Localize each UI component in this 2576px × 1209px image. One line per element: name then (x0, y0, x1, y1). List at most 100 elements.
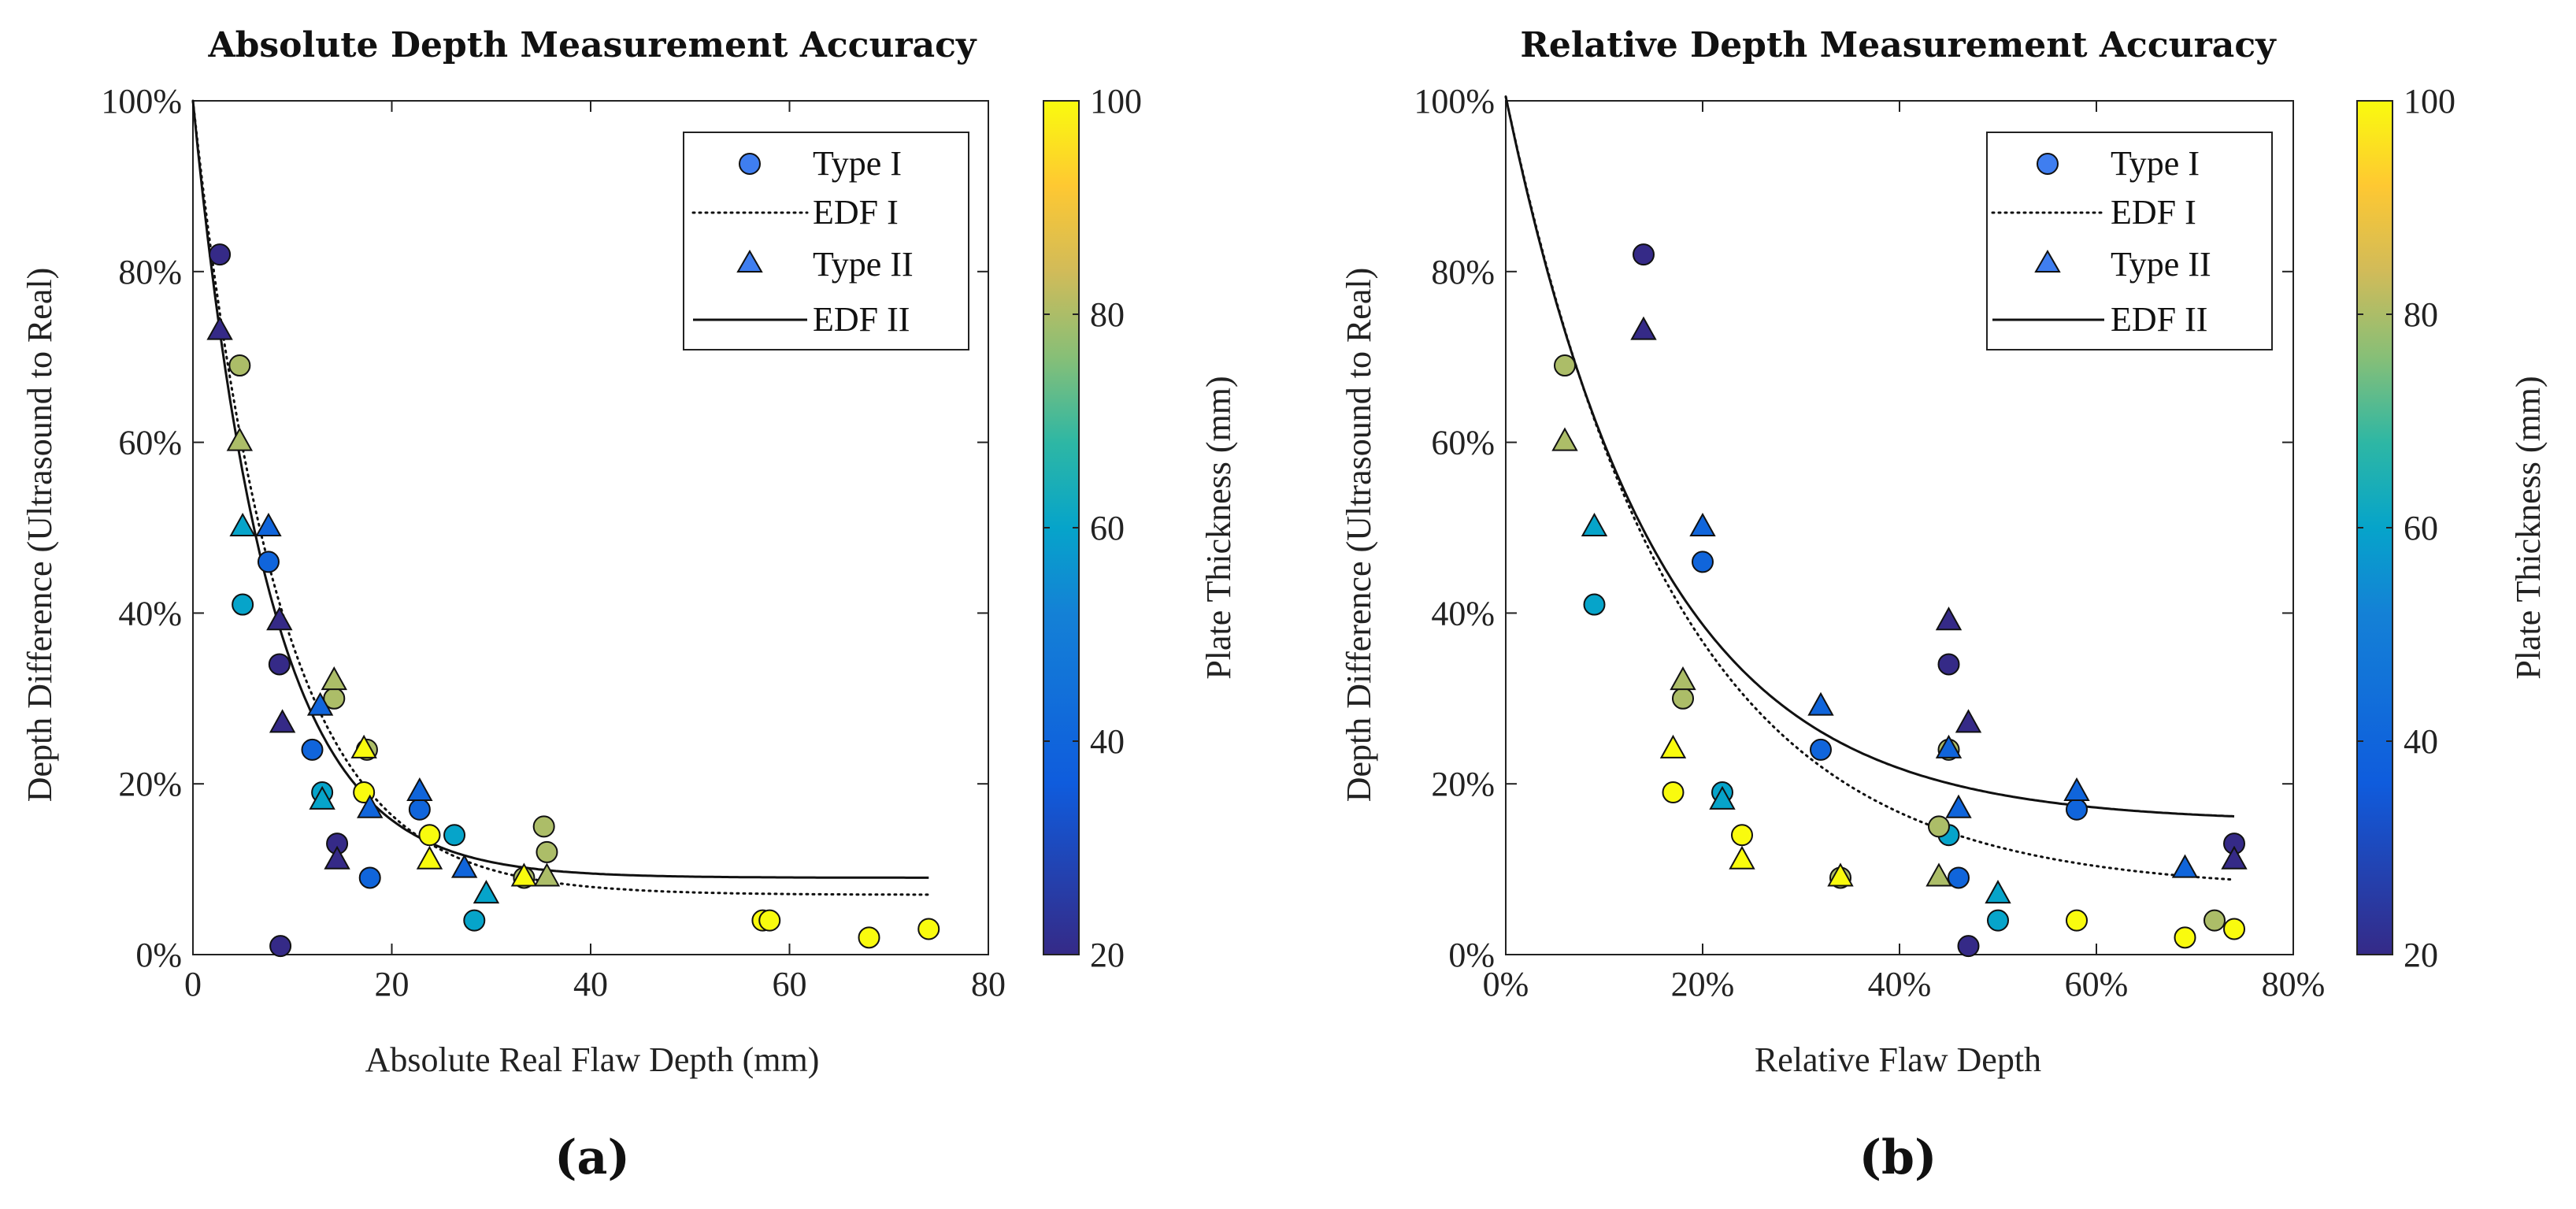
chart-a-title: Absolute Depth Measurement Accuracy (207, 25, 977, 65)
chart-a-point-type-ii (473, 880, 500, 904)
chart-b-point-type-i (1692, 551, 1714, 573)
chart-b-colorbar-label: Plate Thickness (mm) (2509, 376, 2548, 679)
chart-a-point-type-ii (229, 512, 256, 536)
chart-b-point-type-i (1937, 653, 1960, 676)
chart-a-point-type-i (443, 824, 466, 847)
chart-b-curve-edf-ii (1504, 96, 2235, 818)
chart-a-ytick-label: 0% (135, 936, 182, 974)
legend-b-type1-marker (2037, 153, 2059, 175)
chart-a-point-type-i (536, 840, 558, 863)
chart-a-point-type-i (209, 243, 232, 266)
chart-a-plot-area: 0 20 40 60 80 0% 20% 40% 60% 80% 100% (101, 82, 1006, 1003)
chart-a-point-type-ii (306, 692, 334, 716)
legend-b-type2-marker (2034, 249, 2061, 273)
chart-b-ytick-label: 40% (1431, 594, 1495, 632)
chart-b-legend: Type I EDF I Type II EDF II (1986, 132, 2273, 350)
chart-b-point-type-ii (1935, 734, 1963, 758)
chart-a-point-type-ii (266, 606, 293, 631)
chart-b-point-type-ii (1827, 862, 1854, 887)
chart-a-colorbar-label: Plate Thickness (mm) (1199, 376, 1238, 679)
chart-b-point-type-i (1672, 687, 1694, 710)
chart-b-colorbar-tick-label: 80 (2404, 295, 2438, 334)
chart-a-ylabel: Depth Difference (Ultrasound to Real) (20, 268, 59, 803)
chart-b-point-type-i (1731, 824, 1753, 847)
chart-a-ytick-label: 80% (118, 253, 182, 291)
chart-b-point-type-ii (2171, 854, 2199, 878)
chart-a-point-type-ii (309, 785, 335, 810)
chart-b-point-type-ii (1926, 862, 1952, 887)
chart-a-point-type-ii (510, 862, 538, 887)
chart-b-colorbar: 20 40 60 80 100 Plate Thickness (mm) (2356, 82, 2548, 974)
chart-a-point-type-ii (324, 845, 350, 870)
chart-b-xlabel: Relative Flaw Depth (1755, 1040, 2041, 1079)
chart-b-point-type-i (2203, 909, 2226, 932)
chart-a-point-type-i (917, 918, 940, 940)
legend-a-type1-marker (739, 153, 761, 175)
chart-b-point-type-i (1662, 781, 1685, 804)
chart-a-point-type-ii (321, 666, 347, 691)
chart-a-curve-edf-i (191, 99, 930, 896)
chart-a-point-type-ii (226, 427, 254, 451)
chart-b-point-type-i (1987, 909, 2009, 932)
chart-a-point-type-i (268, 653, 291, 676)
chart-a-point-type-i (858, 926, 880, 949)
chart-a-colorbar-tick-label: 60 (1090, 509, 1125, 547)
chart-a-colorbar-tick-label: 40 (1090, 722, 1125, 761)
chart-a-point-type-i (418, 824, 441, 847)
chart-a-point-type-ii (406, 777, 433, 802)
chart-b-point-type-i (1633, 243, 1655, 266)
chart-b-point-type-i (2066, 798, 2088, 821)
chart-b-point-type-ii (2221, 845, 2248, 870)
chart-a-point-type-i (232, 593, 254, 616)
legend-a-type1-label: Type I (813, 144, 902, 183)
chart-b-xtick-label: 80% (2262, 965, 2326, 1003)
chart-b-point-type-ii (1945, 794, 1972, 818)
legend-b-type2-label: Type II (2111, 245, 2211, 284)
chart-a-curve-edf-ii (191, 100, 929, 879)
chart-a-point-type-ii (450, 854, 478, 878)
legend-a-type2-marker (736, 249, 763, 273)
chart-a-point-type-ii (255, 512, 282, 536)
chart-b-point-type-i (1948, 866, 1970, 889)
chart-b-point-type-i (1810, 738, 1832, 761)
legend-b-edf2-label: EDF II (2111, 300, 2207, 339)
chart-a-xlabel: Absolute Real Flaw Depth (mm) (365, 1040, 820, 1079)
panel-a-label: (a) (554, 1130, 630, 1185)
legend-a-type2-label: Type II (813, 245, 914, 284)
chart-a-xtick-label: 60 (773, 965, 807, 1003)
chart-b-point-type-i (1957, 935, 1980, 958)
chart-b-point-type-ii (1630, 316, 1657, 340)
chart-a-point-type-i (358, 866, 381, 889)
chart-a-point-type-i (228, 354, 251, 377)
chart-b-curve-edf-i (1504, 95, 2236, 881)
chart-b-point-type-ii (2063, 777, 2090, 802)
chart-b-ylabel: Depth Difference (Ultrasound to Real) (1340, 268, 1378, 803)
chart-b-xtick-label: 60% (2065, 965, 2129, 1003)
chart-a-point-type-i (408, 798, 431, 821)
chart-b-point-type-ii (1659, 734, 1687, 758)
chart-b-point-type-i (2223, 918, 2245, 940)
chart-a-xtick-label: 80 (971, 965, 1006, 1003)
chart-a-point-type-i (463, 909, 486, 932)
chart-b-colorbar-tick-label: 40 (2404, 722, 2438, 761)
chart-b-colorbar-tick-label: 60 (2404, 509, 2438, 547)
legend-b-type1-label: Type I (2111, 144, 2200, 183)
chart-a-xtick-label: 0 (184, 965, 202, 1003)
chart-b-point-type-i (1928, 815, 1950, 838)
chart-a-ytick-label: 40% (118, 594, 182, 632)
chart-a-xtick-label: 20 (375, 965, 410, 1003)
chart-a-colorbar-tick-label: 80 (1090, 295, 1125, 334)
chart-b-point-type-i (1554, 354, 1576, 377)
chart-b-colorbar-tick-label: 20 (2404, 936, 2438, 974)
chart-panel-a: Absolute Depth Measurement Accuracy 0 20 4… (20, 25, 1238, 1185)
chart-a-point-type-i (301, 738, 324, 761)
chart-b-plot-area: 0% 20% 40% 60% 80% 0% 20% 40% 60% 80% 100% (1414, 82, 2325, 1003)
chart-b-point-type-i (1583, 593, 1606, 616)
chart-b-point-type-ii (1670, 666, 1696, 691)
chart-a-legend: Type I EDF I Type II EDF II (683, 132, 969, 350)
chart-a-colorbar-tick-label: 20 (1090, 936, 1125, 974)
chart-b-ytick-label: 100% (1414, 82, 1495, 121)
legend-b-edf1-label: EDF I (2111, 193, 2196, 232)
chart-a-point-type-ii (357, 794, 384, 818)
